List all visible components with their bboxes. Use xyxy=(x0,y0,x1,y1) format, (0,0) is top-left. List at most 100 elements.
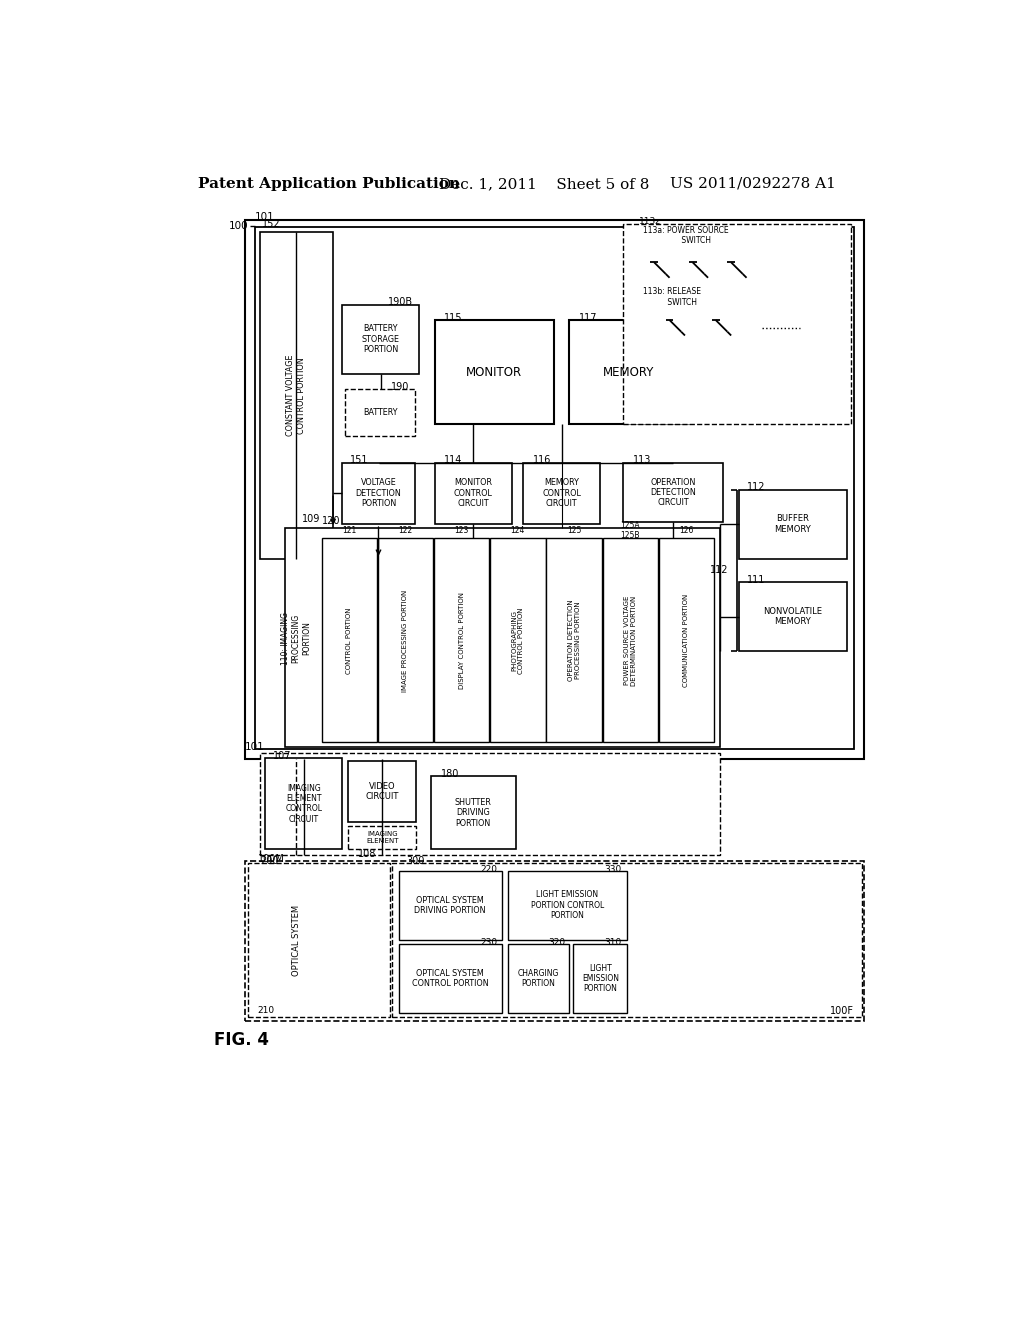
Bar xyxy=(255,227,854,748)
Bar xyxy=(523,462,600,524)
Bar xyxy=(434,539,489,742)
Bar xyxy=(624,462,724,521)
Bar xyxy=(322,539,377,742)
Text: 121: 121 xyxy=(342,525,356,535)
Text: 122: 122 xyxy=(398,525,413,535)
Text: 107: 107 xyxy=(273,751,292,760)
Text: 120: 120 xyxy=(322,516,340,527)
Text: 151: 151 xyxy=(350,455,369,465)
Text: 200: 200 xyxy=(260,857,279,866)
Text: 113b: RELEASE
         SWITCH: 113b: RELEASE SWITCH xyxy=(643,288,700,306)
Text: 320: 320 xyxy=(549,937,565,946)
Text: US 2011/0292278 A1: US 2011/0292278 A1 xyxy=(670,177,836,191)
Text: FIG. 4: FIG. 4 xyxy=(214,1031,268,1049)
Text: IMAGE PROCESSING PORTION: IMAGE PROCESSING PORTION xyxy=(402,589,409,692)
Text: SHUTTER
DRIVING
PORTION: SHUTTER DRIVING PORTION xyxy=(455,799,492,828)
Bar xyxy=(378,539,433,742)
Text: 101: 101 xyxy=(255,213,275,222)
Text: 117: 117 xyxy=(579,313,597,323)
Bar xyxy=(398,871,503,940)
Bar xyxy=(248,863,390,1016)
Text: 190: 190 xyxy=(391,381,410,392)
Text: COMMUNICATION PORTION: COMMUNICATION PORTION xyxy=(683,594,689,686)
Text: DISPLAY CONTROL PORTION: DISPLAY CONTROL PORTION xyxy=(459,591,465,689)
Text: 126: 126 xyxy=(679,525,693,535)
Bar xyxy=(398,944,503,1014)
Bar xyxy=(285,528,720,747)
Text: 110: IMAGING
PROCESSING
PORTION: 110: IMAGING PROCESSING PORTION xyxy=(282,611,311,664)
Bar xyxy=(265,758,342,849)
Text: BATTERY: BATTERY xyxy=(362,408,397,417)
Bar xyxy=(260,231,333,558)
Bar xyxy=(547,539,602,742)
Bar xyxy=(345,389,416,436)
Text: IMAGING
ELEMENT
CONTROL
CIRCUIT: IMAGING ELEMENT CONTROL CIRCUIT xyxy=(286,784,323,824)
Text: NONVOLATILE
MEMORY: NONVOLATILE MEMORY xyxy=(763,607,822,626)
Bar xyxy=(573,944,628,1014)
Text: PHOTOGRAPHING
CONTROL PORTION: PHOTOGRAPHING CONTROL PORTION xyxy=(511,607,524,673)
Text: 112: 112 xyxy=(746,482,765,492)
Bar xyxy=(342,462,416,524)
Bar xyxy=(392,863,862,1016)
Text: 113: 113 xyxy=(634,455,651,465)
Text: CHARGING
PORTION: CHARGING PORTION xyxy=(518,969,559,989)
Text: 125A
125B: 125A 125B xyxy=(621,520,640,540)
Text: MEMORY
CONTROL
CIRCUIT: MEMORY CONTROL CIRCUIT xyxy=(543,478,582,508)
Text: 108: 108 xyxy=(357,850,376,859)
Text: 114: 114 xyxy=(444,455,462,465)
Bar xyxy=(490,539,546,742)
Text: 330: 330 xyxy=(604,865,622,874)
Text: 300: 300 xyxy=(407,857,425,866)
Text: VIDEO
CIRCUIT: VIDEO CIRCUIT xyxy=(366,781,399,801)
Text: MONITOR
CONTROL
CIRCUIT: MONITOR CONTROL CIRCUIT xyxy=(454,478,493,508)
Text: 109: 109 xyxy=(301,513,319,524)
Text: 190B: 190B xyxy=(388,297,413,308)
Text: 113a: POWER SOURCE
         SWITCH: 113a: POWER SOURCE SWITCH xyxy=(643,226,728,246)
Text: MEMORY: MEMORY xyxy=(603,366,654,379)
Bar xyxy=(508,871,628,940)
Bar xyxy=(739,490,847,558)
Bar xyxy=(658,539,714,742)
Text: 100F: 100F xyxy=(830,1006,854,1016)
Text: 124: 124 xyxy=(511,525,525,535)
Bar xyxy=(348,760,416,822)
Text: Patent Application Publication: Patent Application Publication xyxy=(199,177,461,191)
Text: OPTICAL SYSTEM: OPTICAL SYSTEM xyxy=(292,904,301,975)
Bar xyxy=(435,462,512,524)
Text: 112: 112 xyxy=(710,565,728,576)
Text: 100M: 100M xyxy=(258,854,285,865)
Text: 115: 115 xyxy=(444,313,463,323)
Text: POWER SOURCE VOLTAGE
DETERMINATION PORTION: POWER SOURCE VOLTAGE DETERMINATION PORTI… xyxy=(624,595,637,685)
Bar xyxy=(435,321,554,424)
Text: 113z: 113z xyxy=(639,216,660,226)
Bar xyxy=(348,826,416,849)
Text: IMAGING
ELEMENT: IMAGING ELEMENT xyxy=(367,832,398,843)
Text: LIGHT
EMISSION
PORTION: LIGHT EMISSION PORTION xyxy=(582,964,618,994)
Bar xyxy=(260,752,720,855)
Text: 111: 111 xyxy=(746,574,765,585)
Bar xyxy=(569,321,689,424)
Text: 100: 100 xyxy=(228,222,249,231)
Text: 210: 210 xyxy=(258,1006,274,1015)
Text: OPTICAL SYSTEM
DRIVING PORTION: OPTICAL SYSTEM DRIVING PORTION xyxy=(415,895,485,915)
Bar xyxy=(508,944,569,1014)
Text: VOLTAGE
DETECTION
PORTION: VOLTAGE DETECTION PORTION xyxy=(355,478,401,508)
Text: 230: 230 xyxy=(480,937,497,946)
Text: LIGHT EMISSION
PORTION CONTROL
PORTION: LIGHT EMISSION PORTION CONTROL PORTION xyxy=(530,891,604,920)
Bar xyxy=(245,861,864,1020)
Text: CONTROL PORTION: CONTROL PORTION xyxy=(346,607,352,673)
Text: OPERATION DETECTION
PROCESSING PORTION: OPERATION DETECTION PROCESSING PORTION xyxy=(567,599,581,681)
Text: 152: 152 xyxy=(262,219,281,228)
Bar xyxy=(602,539,658,742)
Bar xyxy=(431,776,515,849)
Text: OPTICAL SYSTEM
CONTROL PORTION: OPTICAL SYSTEM CONTROL PORTION xyxy=(412,969,488,989)
Text: 180: 180 xyxy=(441,768,459,779)
Text: BATTERY
STORAGE
PORTION: BATTERY STORAGE PORTION xyxy=(361,325,399,354)
Text: OPERATION
DETECTION
CIRCUIT: OPERATION DETECTION CIRCUIT xyxy=(650,478,696,507)
Text: 125: 125 xyxy=(567,525,582,535)
Text: 220: 220 xyxy=(480,865,497,874)
Text: 123: 123 xyxy=(455,525,469,535)
Bar xyxy=(739,582,847,651)
Bar xyxy=(624,224,851,424)
Text: Dec. 1, 2011    Sheet 5 of 8: Dec. 1, 2011 Sheet 5 of 8 xyxy=(438,177,649,191)
